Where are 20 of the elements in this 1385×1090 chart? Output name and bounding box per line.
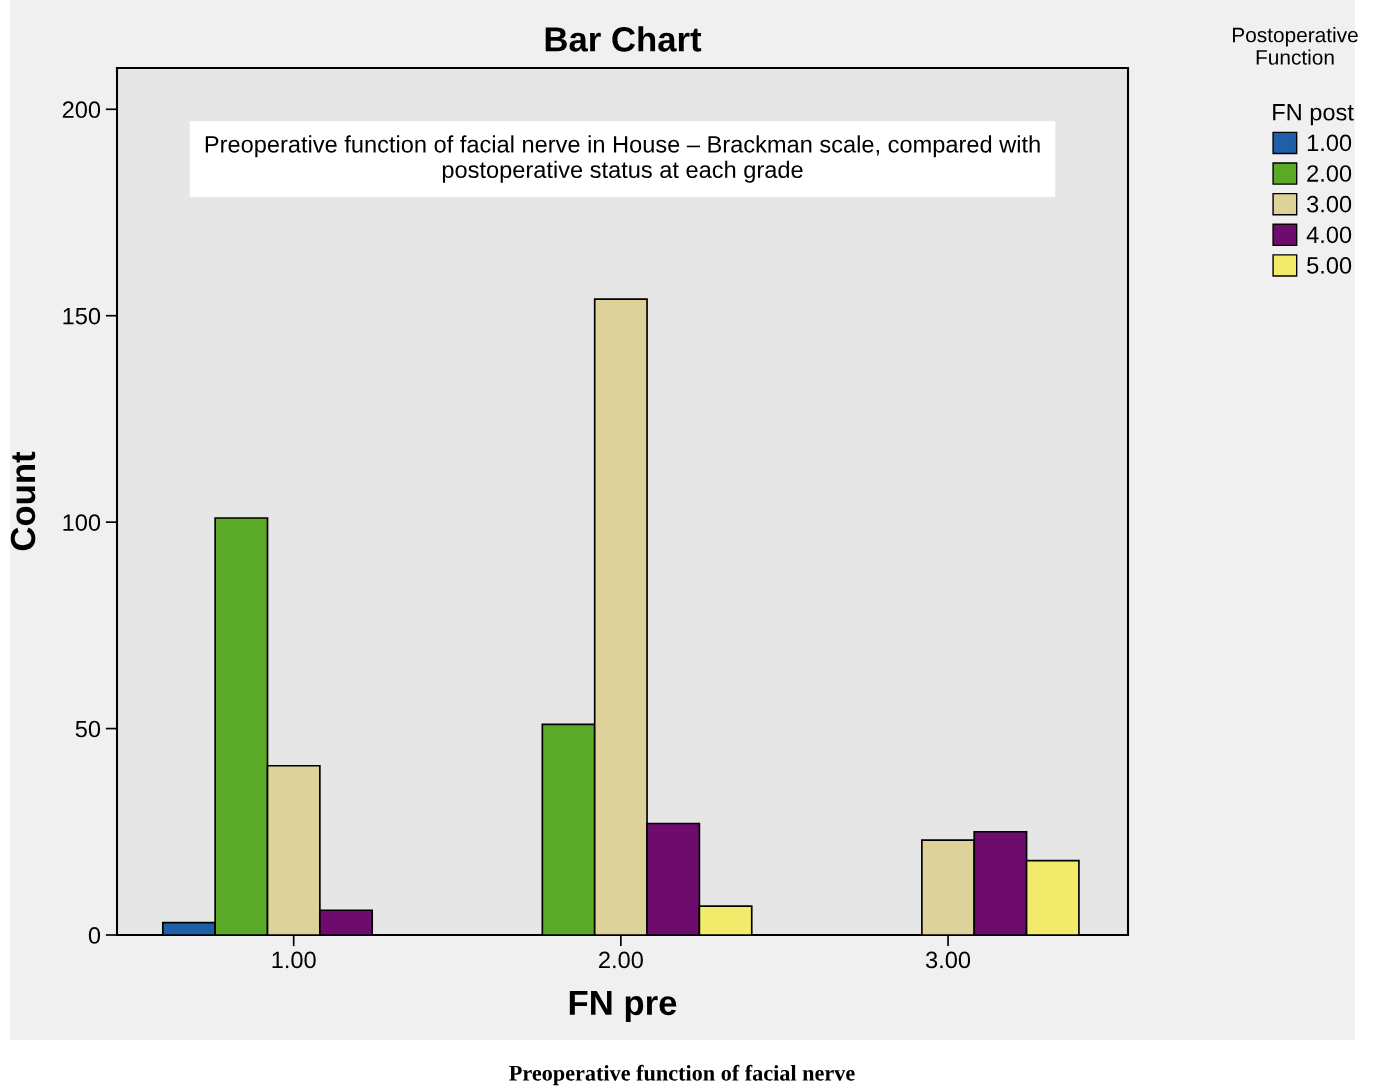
y-axis-title: Count [10,451,36,551]
text: Preoperative function of facial nerve [509,1064,855,1086]
y-tick-label: 50 [75,720,101,738]
legend-label: 4.00 [1306,226,1352,244]
y-tick-label: 100 [63,514,101,531]
legend-label: 1.00 [1307,134,1352,152]
annotation: Preoperative function of facial nerve in House – Brackman scale, compared with postoperative status at each grade [205,135,1040,183]
y-tick-label: 0 [88,927,101,944]
x-tick-label: 1.00 [272,951,316,969]
legend-label: 5.00 [1307,257,1352,274]
x-tick-label: 3.00 [925,951,971,969]
text: Postoperative Function [1233,27,1358,65]
x-tick-label: 2.00 [599,951,643,969]
legend-title: FN post [1273,104,1354,126]
legend-label: 2.00 [1307,165,1352,182]
y-tick-label: 200 [62,101,101,119]
legend-label: 3.00 [1307,195,1352,213]
y-tick-label: 150 [63,307,101,325]
x-axis-title: FN pre [569,990,677,1023]
chart-title: Bar Chart [545,26,702,52]
